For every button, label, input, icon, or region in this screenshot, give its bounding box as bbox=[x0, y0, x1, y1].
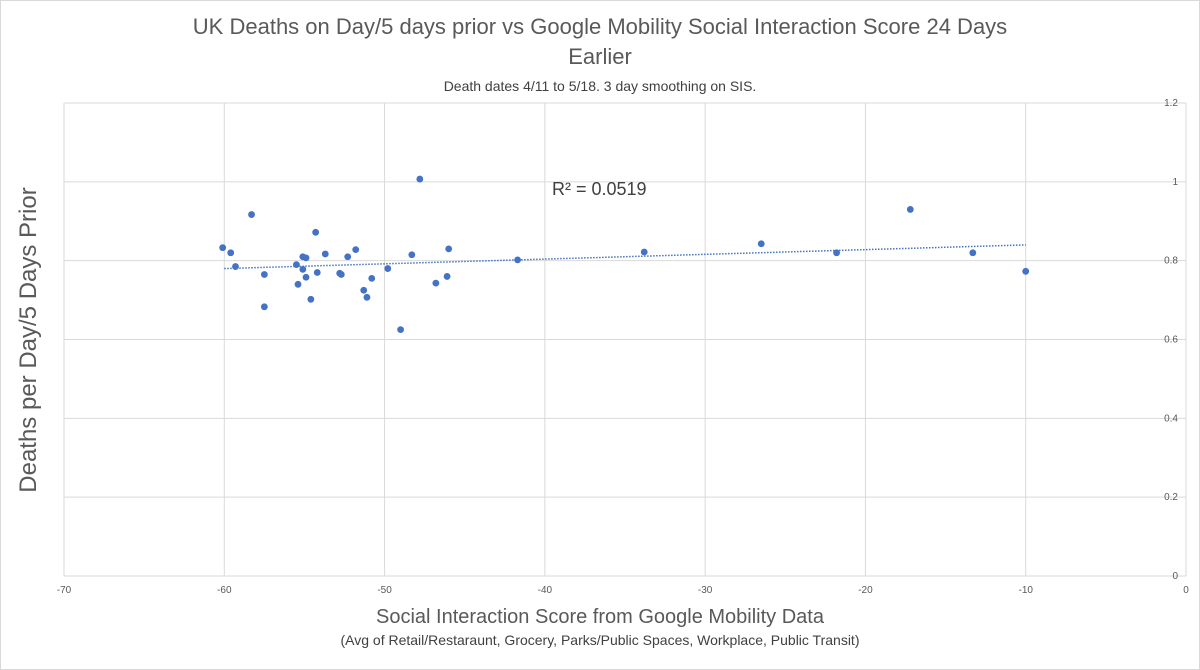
data-point bbox=[833, 249, 840, 257]
x-tick-label: -30 bbox=[698, 585, 713, 596]
x-tick-label: -40 bbox=[538, 585, 553, 596]
data-points bbox=[219, 175, 1030, 334]
data-point bbox=[294, 280, 302, 288]
data-point bbox=[344, 253, 352, 261]
data-point bbox=[445, 245, 453, 253]
data-point bbox=[408, 251, 416, 259]
tick-labels: -70 -60 -50 -40 -30 -20 -10 00 0.2 0.4 0.6 0.8 1 1.2 bbox=[57, 98, 1189, 596]
y-tick-label: 0 bbox=[1172, 571, 1178, 582]
chart-title-line-2: Earlier bbox=[568, 44, 632, 69]
data-point bbox=[352, 246, 360, 254]
x-tick-label: -60 bbox=[217, 585, 232, 596]
data-point bbox=[312, 228, 320, 236]
x-tick-label: 0 bbox=[1183, 585, 1189, 596]
data-point bbox=[432, 279, 440, 287]
data-point bbox=[640, 248, 648, 256]
data-point bbox=[337, 271, 345, 278]
data-point bbox=[302, 273, 310, 281]
y-tick-label: 1.2 bbox=[1164, 98, 1178, 109]
data-point bbox=[514, 256, 522, 264]
data-point bbox=[969, 249, 977, 257]
x-tick-label: -20 bbox=[858, 585, 873, 596]
data-point bbox=[416, 175, 424, 183]
data-point bbox=[302, 254, 310, 262]
x-tick-label: -50 bbox=[377, 585, 392, 596]
gridlines bbox=[63, 102, 1187, 577]
x-axis-sublabel: (Avg of Retail/Restaraunt, Grocery, Park… bbox=[340, 632, 860, 648]
chart-subtitle: Death dates 4/11 to 5/18. 3 day smoothin… bbox=[443, 78, 757, 94]
data-point bbox=[384, 265, 392, 272]
y-tick-label: 0.6 bbox=[1164, 335, 1178, 346]
data-point bbox=[232, 263, 239, 270]
y-axis-label: Deaths per Day/5 Days Prior bbox=[15, 187, 42, 493]
data-point bbox=[260, 271, 268, 278]
data-point bbox=[219, 244, 227, 252]
y-tick-label: 0.4 bbox=[1164, 413, 1178, 424]
data-point bbox=[293, 261, 300, 269]
data-point bbox=[363, 293, 371, 301]
data-point bbox=[299, 265, 307, 273]
y-tick-label: 0.8 bbox=[1164, 256, 1178, 267]
data-point bbox=[906, 206, 914, 213]
data-point bbox=[260, 303, 268, 311]
data-point bbox=[321, 250, 329, 258]
data-point bbox=[248, 211, 255, 218]
chart-title-line-1: UK Deaths on Day/5 days prior vs Google … bbox=[192, 14, 1008, 39]
data-point bbox=[360, 286, 368, 294]
data-point bbox=[397, 326, 404, 334]
data-point bbox=[757, 240, 765, 248]
data-point bbox=[313, 269, 321, 276]
data-point bbox=[368, 275, 376, 282]
data-point bbox=[307, 295, 315, 303]
data-point bbox=[227, 249, 235, 257]
data-point bbox=[443, 273, 451, 280]
y-tick-label: 1 bbox=[1172, 177, 1178, 188]
x-tick-label: -10 bbox=[1018, 585, 1033, 596]
x-tick-label: -70 bbox=[57, 585, 72, 596]
y-tick-label: 0.2 bbox=[1164, 492, 1178, 503]
data-point bbox=[1022, 267, 1030, 275]
r-squared-annotation: R² = 0.0519 bbox=[552, 179, 647, 199]
x-axis-label: Social Interaction Score from Google Mob… bbox=[376, 606, 824, 628]
